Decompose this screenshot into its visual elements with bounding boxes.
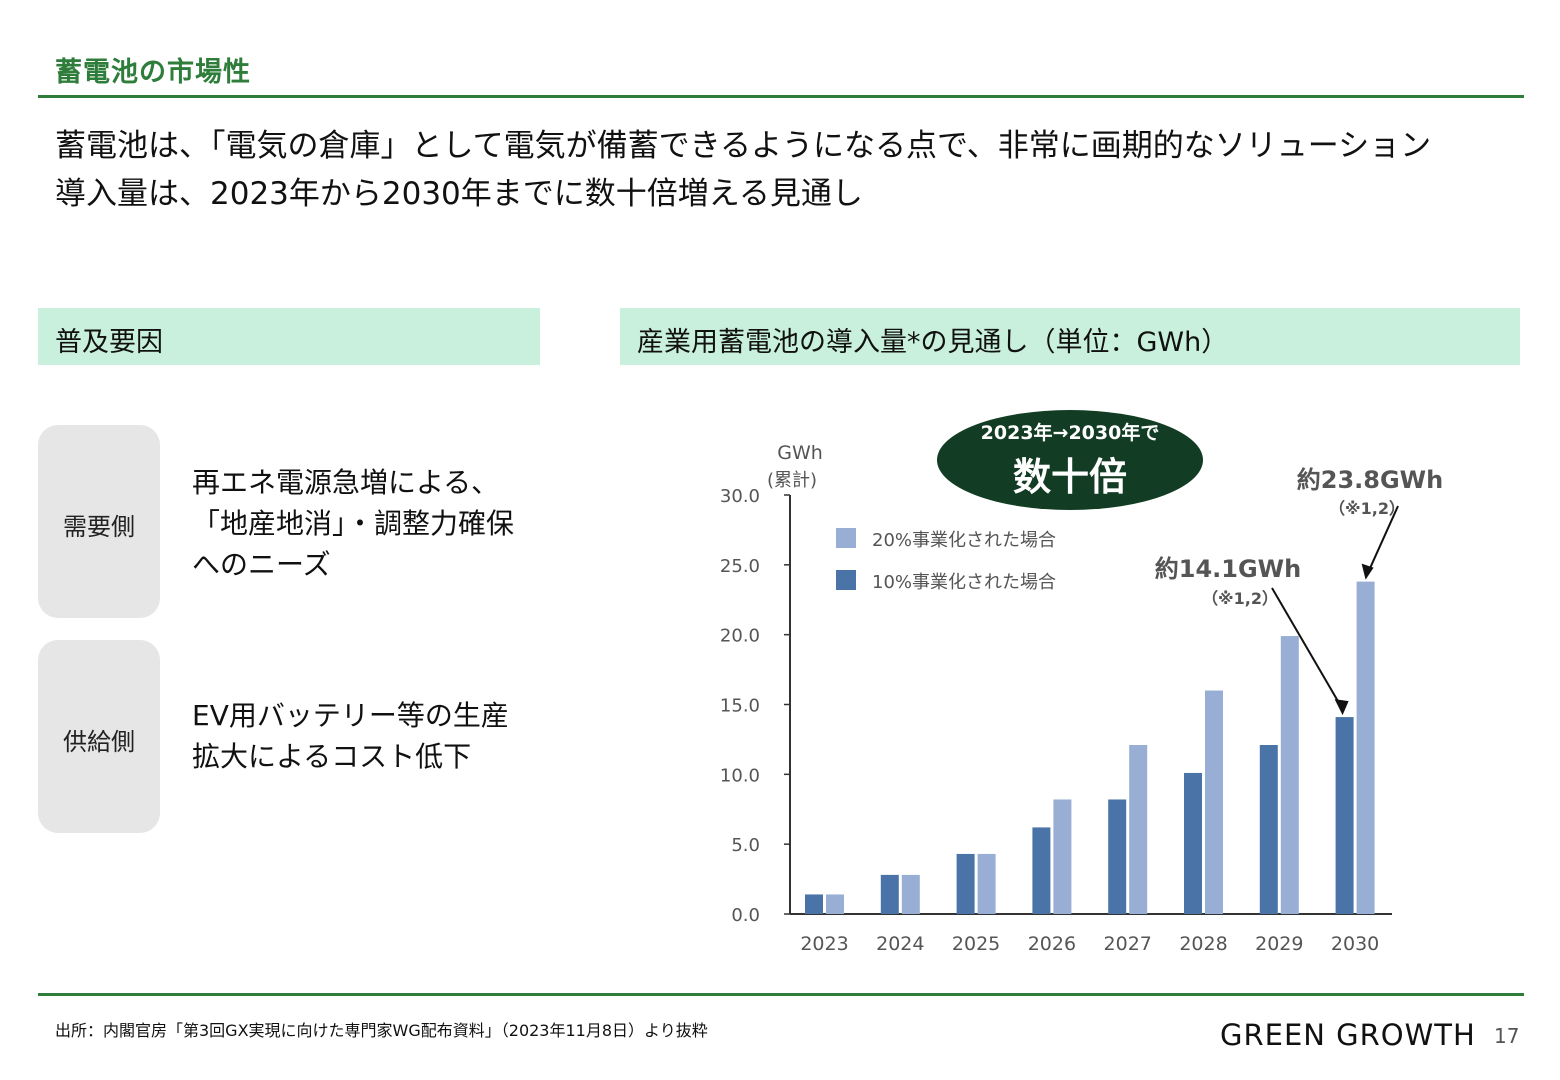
bar-2025-ten-percent <box>956 853 975 914</box>
demand-side-label-box: 需要側 <box>38 425 160 618</box>
page-number: 17 <box>1494 1024 1520 1048</box>
y-tick-label: 30.0 <box>720 486 760 507</box>
bar-2030-ten-percent <box>1335 717 1354 914</box>
factors-section-title: 普及要因 <box>55 327 163 358</box>
bar-2026-ten-percent <box>1032 827 1051 914</box>
bar-2025-twenty-percent <box>977 853 996 914</box>
bar-2023-twenty-percent <box>826 894 844 914</box>
legend-swatch <box>836 528 856 548</box>
x-tick-label: 2030 <box>1331 933 1379 955</box>
annotation-arrowhead <box>1334 699 1349 716</box>
y-tick-label: 0.0 <box>731 905 760 926</box>
bar-2024-twenty-percent <box>901 874 920 914</box>
bar-2028-ten-percent <box>1184 772 1202 914</box>
bar-2027-twenty-percent <box>1129 745 1148 914</box>
bar-2027-ten-percent <box>1108 799 1127 914</box>
chart-section-title: 産業用蓄電池の導入量*の見通し（単位：GWh） <box>637 327 1229 358</box>
callout-multiplier: 数十倍 <box>1012 455 1127 499</box>
headline-line-2: 導入量は、2023年から2030年までに数十倍増える見通し <box>55 176 863 212</box>
bar-2029-ten-percent <box>1259 745 1278 914</box>
supply-side-label: 供給側 <box>63 728 135 756</box>
growth-callout: 2023年→2030年で 数十倍 <box>937 410 1203 510</box>
brand-logo: GREEN GROWTH <box>1220 1018 1476 1052</box>
annotation-value: 約23.8GWh <box>1297 466 1443 494</box>
supply-side-description: EV用バッテリー等の生産 拡大によるコスト低下 <box>192 695 509 777</box>
demand-side-description: 再エネ電源急増による、 「地産地消」・調整力確保 へのニーズ <box>192 462 514 585</box>
demand-side-label: 需要側 <box>63 513 135 541</box>
bar-2028-twenty-percent <box>1205 690 1223 914</box>
deployment-bar-chart: GWh (累計) 0.0 5.0 10.0 15.0 20.0 25.0 30.0 2023 202… <box>720 442 1443 955</box>
y-tick-label: 10.0 <box>720 765 760 786</box>
x-tick-label: 2028 <box>1179 933 1227 955</box>
x-tick-label: 2025 <box>952 933 1000 955</box>
legend-label: 10%事業化された場合 <box>872 572 1056 593</box>
bar-2029-twenty-percent <box>1280 636 1299 914</box>
demand-side-line-1: 再エネ電源急増による、 <box>192 466 500 499</box>
source-note: 出所：内閣官房「第3回GX実現に向けた専門家WG配布資料」（2023年11月8日… <box>55 1021 708 1040</box>
chart-section-header: 産業用蓄電池の導入量*の見通し（単位：GWh） <box>620 308 1520 365</box>
factors-section-header: 普及要因 <box>38 308 540 365</box>
annotation-arrow <box>1366 505 1399 575</box>
y-tick-label: 5.0 <box>731 835 760 856</box>
title-divider <box>38 95 1524 98</box>
x-tick-label: 2027 <box>1104 933 1152 955</box>
legend-swatch <box>836 570 856 590</box>
x-tick-label: 2023 <box>800 933 848 955</box>
callout-period: 2023年→2030年で <box>980 422 1160 444</box>
y-tick-label: 15.0 <box>720 696 760 717</box>
annotation-note: （※1,2） <box>1329 499 1405 518</box>
legend-label: 20%事業化された場合 <box>872 530 1056 551</box>
x-tick-label: 2024 <box>876 933 924 955</box>
y-tick-label: 25.0 <box>720 556 760 577</box>
supply-side-label-box: 供給側 <box>38 640 160 833</box>
y-axis-unit-note: (累計) <box>767 470 817 491</box>
bar-2024-ten-percent <box>880 874 899 914</box>
demand-side-line-2: 「地産地消」・調整力確保 <box>192 507 515 540</box>
x-tick-label: 2029 <box>1255 933 1303 955</box>
bar-2023-ten-percent <box>805 894 823 914</box>
annotation-arrow <box>1271 587 1344 710</box>
y-axis-unit: GWh <box>777 442 823 464</box>
annotation-note: （※1,2） <box>1202 589 1278 608</box>
headline-line-1: 蓄電池は、「電気の倉庫」として電気が備蓄できるようになる点で、非常に画期的なソリ… <box>55 128 1432 164</box>
page-title: 蓄電池の市場性 <box>55 57 251 88</box>
bar-2030-twenty-percent <box>1356 581 1375 914</box>
supply-side-line-2: 拡大によるコスト低下 <box>192 740 472 773</box>
annotation-arrowhead <box>1361 563 1374 580</box>
x-tick-label: 2026 <box>1028 933 1076 955</box>
footer-divider <box>38 993 1524 996</box>
bar-2026-twenty-percent <box>1053 799 1072 914</box>
y-tick-label: 20.0 <box>720 626 760 647</box>
supply-side-line-1: EV用バッテリー等の生産 <box>192 699 509 732</box>
annotation-value: 約14.1GWh <box>1155 555 1301 583</box>
demand-side-line-3: へのニーズ <box>192 548 331 581</box>
